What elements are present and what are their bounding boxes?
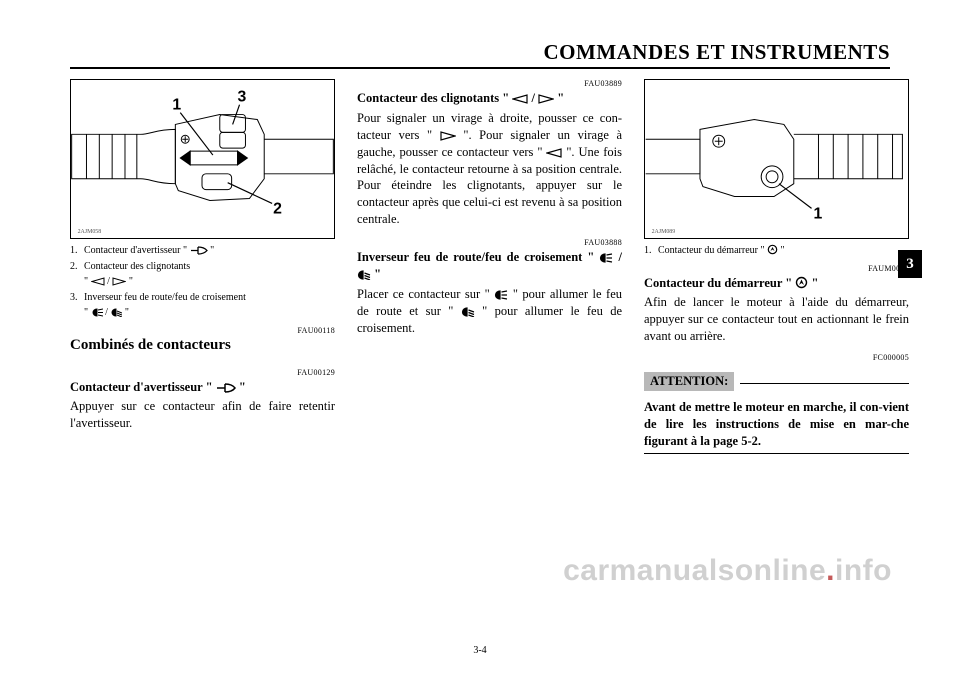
horn-icon: [216, 383, 236, 393]
arrow-left-icon: [91, 277, 105, 286]
horn-icon: [190, 246, 208, 255]
heading-starter: Contacteur du démarreur " ": [644, 275, 909, 292]
fig1-caption-2b: " / ": [70, 275, 335, 289]
para-starter: Afin de lancer le moteur à l'aide du dém…: [644, 294, 909, 345]
attention-header: ATTENTION:: [644, 372, 909, 395]
watermark: carmanualsonline.info: [563, 554, 892, 588]
arrow-right-icon: [538, 94, 554, 104]
heading-highlow-beam: Inverseur feu de route/feu de croisement…: [357, 249, 622, 283]
figure-left-switch: 1 3 2 2AJM058: [70, 79, 335, 239]
column-1: 1 3 2 2AJM058 1. Contacteur d'avertisseu…: [70, 79, 335, 459]
arrow-right-icon: [440, 131, 456, 141]
callout-1: 1: [814, 205, 823, 222]
highbeam-icon: [494, 290, 508, 300]
fig1-caption-3b: " / ": [70, 306, 335, 320]
fig2-caption-1: 1. Contacteur du démarreur " ": [644, 244, 909, 258]
lowbeam-icon: [110, 308, 122, 317]
ref-code: FC000005: [644, 353, 909, 362]
para-turn-signal: Pour signaler un virage à droite, pousse…: [357, 110, 622, 228]
ref-code: FAU03889: [357, 79, 622, 88]
header-rule: [70, 67, 890, 69]
column-2: FAU03889 Contacteur des clignotants " / …: [357, 79, 622, 459]
chapter-side-tab: 3: [898, 250, 922, 278]
para-horn: Appuyer sur ce contacteur afin de faire …: [70, 398, 335, 432]
attention-rule-top: [740, 383, 909, 384]
callout-1: 1: [172, 97, 181, 114]
highbeam-icon: [599, 253, 613, 263]
arrow-left-icon: [512, 94, 528, 104]
figure-id: 2AJM089: [652, 229, 676, 235]
heading-combines: Combinés de contacteurs: [70, 337, 335, 354]
fig1-caption-2: 2. Contacteur des clignotants: [70, 260, 335, 274]
para-attention: Avant de mettre le moteur en marche, il …: [644, 399, 909, 450]
ref-code: FAU00118: [70, 326, 335, 335]
lowbeam-icon: [461, 307, 475, 317]
attention-label: ATTENTION:: [644, 372, 734, 391]
fig1-caption-3: 3. Inverseur feu de route/feu de croisem…: [70, 291, 335, 305]
ref-code: FAUM0063: [644, 264, 909, 273]
starter-icon: [767, 244, 778, 255]
callout-3: 3: [238, 89, 247, 106]
attention-rule-bottom: [644, 453, 909, 454]
lowbeam-icon: [357, 270, 371, 280]
ref-code: FAU03888: [357, 238, 622, 247]
arrow-right-icon: [112, 277, 126, 286]
fig1-caption-1: 1. Contacteur d'avertisseur " ": [70, 244, 335, 258]
heading-turn-signal: Contacteur des clignotants " / ": [357, 90, 622, 107]
page-root: COMMANDES ET INSTRUMENTS: [0, 0, 960, 678]
chapter-title: COMMANDES ET INSTRUMENTS: [70, 40, 890, 65]
figure-id: 2AJM058: [78, 229, 102, 235]
callout-2: 2: [273, 200, 282, 217]
highbeam-icon: [91, 308, 103, 317]
column-3: 1 2AJM089 1. Contacteur du démarreur " "…: [644, 79, 909, 459]
figure-right-switch: 1 2AJM089: [644, 79, 909, 239]
arrow-left-icon: [546, 148, 562, 158]
heading-horn: Contacteur d'avertisseur " ": [70, 379, 335, 396]
columns: 1 3 2 2AJM058 1. Contacteur d'avertisseu…: [70, 79, 890, 459]
page-number: 3-4: [0, 645, 960, 656]
ref-code: FAU00129: [70, 368, 335, 377]
para-highlow-beam: Placer ce contacteur sur " " pour allume…: [357, 286, 622, 337]
starter-icon: [795, 276, 808, 289]
